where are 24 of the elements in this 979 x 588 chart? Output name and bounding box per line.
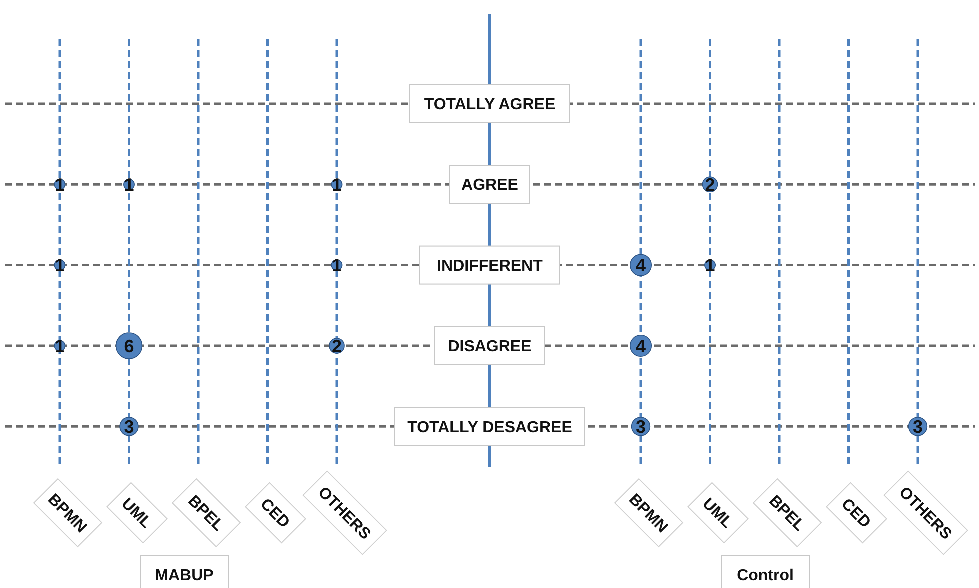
data-label: 2 [332, 336, 342, 356]
x-tick-label: CED [838, 496, 874, 532]
data-label: 3 [912, 416, 924, 437]
data-label: 1 [54, 174, 66, 195]
y-tick-label: AGREE [462, 177, 519, 194]
data-label: 4 [636, 336, 646, 356]
data-label: 1 [705, 256, 716, 276]
y-tick-label: TOTALLY DESAGREE [408, 419, 573, 436]
data-label: 1 [332, 174, 342, 195]
data-label: 4 [636, 256, 646, 276]
x-tick-label: CED [257, 496, 293, 532]
text: Control [737, 568, 794, 585]
data-label: 1 [332, 256, 342, 276]
y-tick-label: TOTALLY AGREE [424, 96, 556, 114]
data-label: 6 [124, 336, 134, 356]
y-tick-label: INDIFFERENT [437, 258, 544, 275]
data-label: 1 [124, 174, 134, 195]
data-label: 1 [54, 336, 66, 356]
data-label: 2 [705, 174, 716, 195]
data-label: 1 [54, 256, 66, 276]
data-label: 3 [124, 416, 134, 437]
data-label: 3 [636, 416, 646, 437]
y-tick-label: DISAGREE [448, 338, 532, 356]
text: MABUP [155, 568, 214, 585]
